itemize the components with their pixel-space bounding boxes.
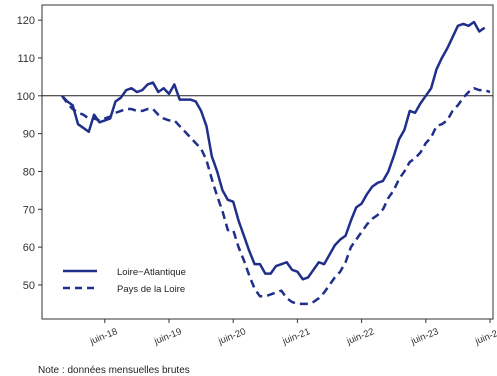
x-tick-label-juin-21: juin-21 <box>280 326 312 347</box>
y-tick-label-60: 60 <box>23 242 35 254</box>
y-axis: 50 60 70 80 90 100 110 120 <box>17 15 42 292</box>
plot-frame <box>41 4 494 320</box>
y-tick-label-110: 110 <box>17 53 35 65</box>
series-layer <box>60 20 491 306</box>
y-tick-label-50: 50 <box>23 280 35 292</box>
x-tick-label-juin-22: juin-22 <box>344 326 376 347</box>
y-tick-label-120: 120 <box>17 15 35 27</box>
chart-note: Note : données mensuelles brutes <box>38 365 190 376</box>
y-tick-label-90: 90 <box>23 129 35 141</box>
legend-label-loire-atlantique: Loire−Atlantique <box>117 267 186 278</box>
x-tick-label-juin-20: juin-20 <box>216 326 248 347</box>
x-tick-label-juin-18: juin-18 <box>88 326 120 347</box>
y-tick-label-80: 80 <box>23 166 35 178</box>
series-line-pays-de-la-loire <box>60 86 491 306</box>
y-tick-label-100: 100 <box>17 91 35 103</box>
legend: Loire−Atlantique Pays de la Loire <box>63 267 186 295</box>
x-tick-label-juin-23: juin-23 <box>409 326 441 347</box>
y-tick-label-70: 70 <box>23 204 35 216</box>
series-line-loire-atlantique <box>61 20 486 281</box>
x-tick-label-juin-19: juin-19 <box>152 326 184 347</box>
legend-label-pays-de-la-loire: Pays de la Loire <box>117 284 185 295</box>
x-tick-label-juin-24: juin-24 <box>473 326 497 347</box>
x-axis: juin-18 juin-19 juin-20 juin-21 juin-22 juin-… <box>88 319 497 348</box>
